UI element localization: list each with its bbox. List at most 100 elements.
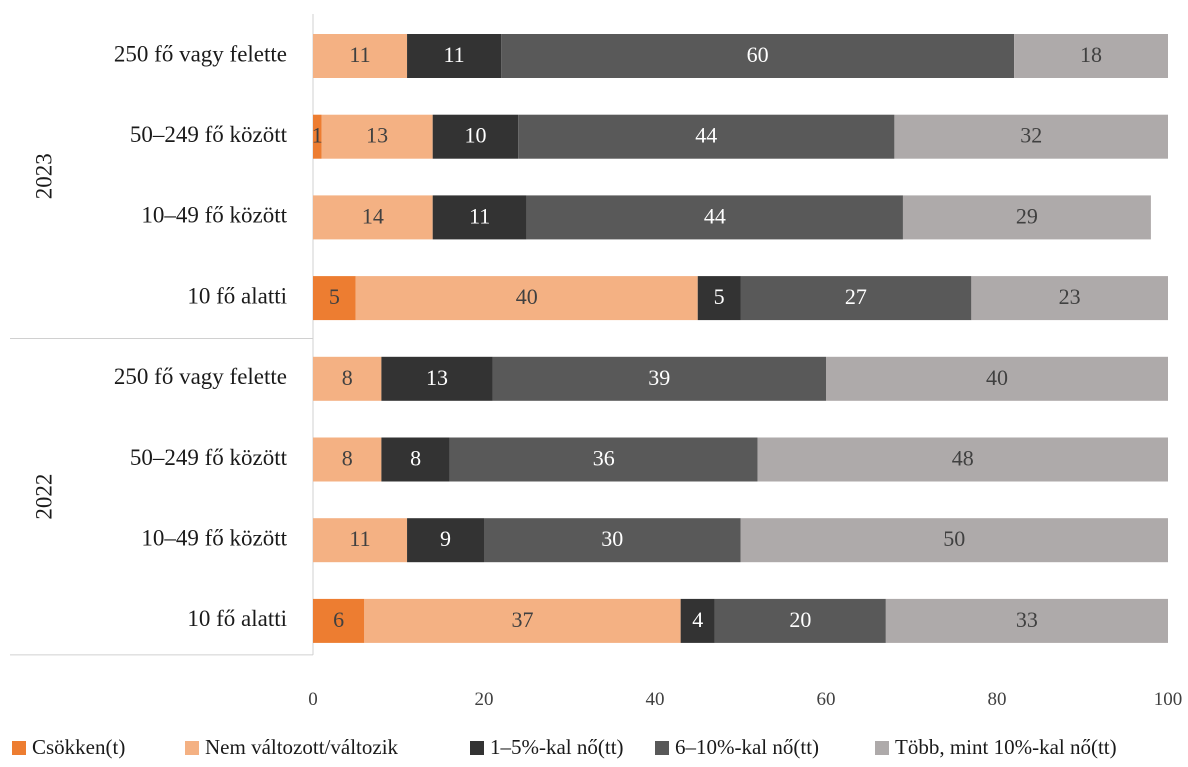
bar-segment	[894, 114, 1168, 159]
bar-segment	[1014, 34, 1168, 78]
bar-segment	[407, 34, 502, 78]
legend: Csökken(t) Nem változott/változik 1–5%-kal…	[12, 735, 1117, 759]
data-label: 5	[714, 284, 725, 309]
category-label: 10–49 fő között	[141, 525, 287, 550]
legend-swatch	[185, 741, 199, 755]
bar-segment	[313, 114, 322, 159]
group-label: 2023	[31, 153, 56, 199]
legend-swatch	[875, 741, 889, 755]
data-label: 6	[333, 607, 344, 632]
legend-item: Több, mint 10%-kal nő(tt)	[875, 735, 1117, 759]
data-label: 8	[410, 446, 421, 471]
data-label: 27	[845, 284, 867, 309]
x-tick-labels: 0 20 40 60 80 100	[308, 689, 1182, 710]
legend-swatch	[12, 741, 26, 755]
bar-segment	[313, 195, 433, 240]
bar-segment	[697, 276, 741, 321]
bar-segment	[757, 437, 1168, 482]
category-label: 50–249 fő között	[130, 445, 288, 470]
data-label: 11	[443, 42, 464, 67]
bar-segment	[971, 276, 1168, 321]
data-label: 37	[511, 607, 533, 632]
data-label: 40	[986, 365, 1008, 390]
data-label: 20	[789, 607, 811, 632]
x-tick-label: 0	[308, 689, 318, 710]
data-label: 32	[1020, 123, 1042, 148]
category-label: 10 fő alatti	[187, 283, 287, 308]
legend-swatch	[655, 741, 669, 755]
bar-segment	[381, 437, 450, 482]
bar-segment	[355, 276, 698, 321]
bar-segment	[313, 356, 382, 401]
bar-segment	[313, 598, 365, 643]
data-label: 36	[593, 446, 615, 471]
x-tick-label: 40	[646, 689, 665, 710]
data-label: 10	[464, 123, 486, 148]
category-label: 10–49 fő között	[141, 203, 287, 228]
data-label: 39	[648, 365, 670, 390]
data-label: 44	[695, 123, 717, 148]
bar-segment	[313, 34, 408, 78]
bar-segment	[740, 276, 972, 321]
data-label: 18	[1080, 42, 1102, 67]
group-label: 2022	[31, 474, 56, 520]
bar-segment	[432, 114, 519, 159]
bar-segment	[449, 437, 758, 482]
legend-label: Nem változott/változik	[205, 735, 399, 759]
data-label: 40	[516, 284, 538, 309]
data-label: 9	[440, 526, 451, 551]
bar-segment	[381, 356, 493, 401]
category-label: 250 fő vagy felette	[114, 41, 287, 66]
legend-label: 6–10%-kal nő(tt)	[675, 735, 819, 759]
data-label: 8	[342, 365, 353, 390]
bar-segment	[902, 195, 1151, 240]
bar-segment	[714, 598, 886, 643]
data-label: 60	[747, 42, 769, 67]
data-label: 33	[1016, 607, 1038, 632]
data-label: 23	[1059, 284, 1081, 309]
bar-segment	[740, 518, 1168, 563]
data-label: 13	[426, 365, 448, 390]
bar-segment	[885, 598, 1168, 643]
data-label: 11	[349, 42, 370, 67]
category-label: 50–249 fő között	[130, 122, 288, 147]
data-label: 44	[704, 203, 726, 228]
bar-segment	[407, 518, 484, 563]
data-label: 13	[366, 123, 388, 148]
legend-item: 6–10%-kal nő(tt)	[655, 735, 819, 759]
data-label: 4	[692, 607, 703, 632]
data-label: 1	[312, 123, 323, 148]
x-tick-label: 60	[817, 689, 836, 710]
x-tick-label: 80	[988, 689, 1007, 710]
bar-segment	[484, 518, 741, 563]
bar-segment	[432, 195, 527, 240]
category-label: 10 fő alatti	[187, 606, 287, 631]
bar-segment	[526, 195, 903, 240]
data-label: 5	[329, 284, 340, 309]
bar-segment	[518, 114, 895, 159]
bar-segment	[313, 518, 408, 563]
legend-label: Csökken(t)	[32, 735, 125, 759]
category-label: 250 fő vagy felette	[114, 364, 287, 389]
bar-segment	[501, 34, 1015, 78]
data-label: 11	[469, 203, 490, 228]
data-label: 14	[362, 203, 384, 228]
data-label: 8	[342, 446, 353, 471]
x-tick-label: 100	[1154, 689, 1183, 710]
legend-label: Több, mint 10%-kal nő(tt)	[895, 735, 1117, 759]
bar-segment	[492, 356, 826, 401]
legend-item: Nem változott/változik	[185, 735, 399, 759]
legend-swatch	[470, 741, 484, 755]
data-label: 50	[943, 526, 965, 551]
bar-segment	[826, 356, 1168, 401]
data-label: 48	[952, 446, 974, 471]
data-label: 30	[601, 526, 623, 551]
x-tick-label: 20	[475, 689, 494, 710]
axis-layer: 2023 2022	[10, 14, 314, 656]
bar-segment	[680, 598, 715, 643]
legend-item: 1–5%-kal nő(tt)	[470, 735, 624, 759]
data-label: 29	[1016, 203, 1038, 228]
legend-item: Csökken(t)	[12, 735, 125, 759]
